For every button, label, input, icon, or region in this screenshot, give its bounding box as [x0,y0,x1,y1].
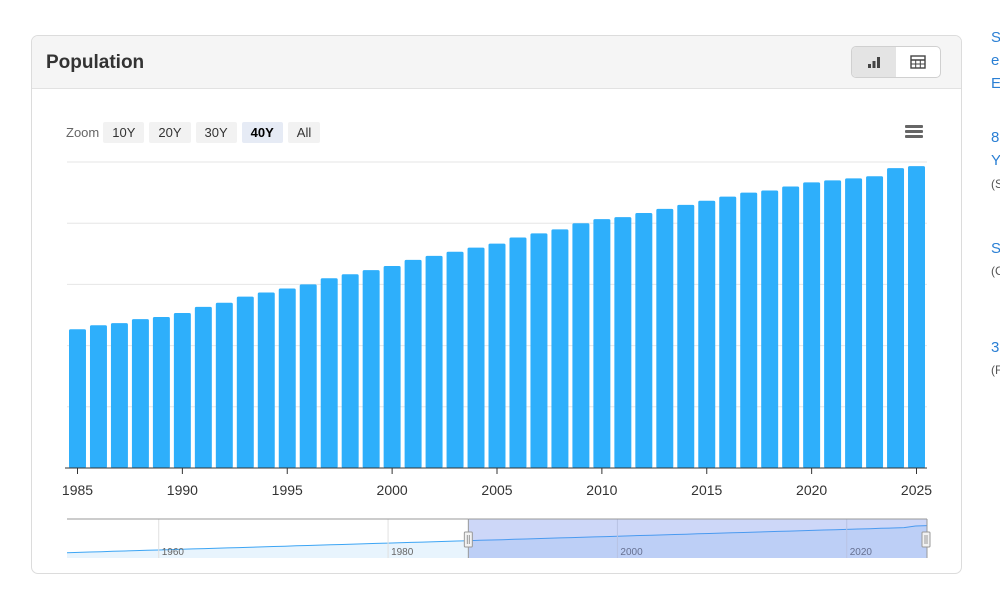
bar-1997[interactable] [320,278,338,468]
population-chart: 1985 1990 1995 2000 2005 2010 2015 2020 2025 1960… [62,161,932,558]
navigator-series-line [66,525,928,554]
bar-2015[interactable] [698,200,716,468]
x-tick-label-2025: 2025 [901,482,932,498]
bar-1986[interactable] [89,325,107,468]
bar-2006[interactable] [509,237,527,468]
x-tick-label-1985: 1985 [62,482,93,498]
navigator-tick-label-1960: 1960 [162,547,185,558]
zoom-20y-button[interactable]: 20Y [149,122,191,143]
bar-2000[interactable] [383,266,401,468]
bar-1998[interactable] [341,274,359,468]
sidebar-link-4[interactable]: 8 [991,129,1000,146]
bar-1995[interactable] [278,288,296,468]
bar-2012[interactable] [635,213,653,468]
x-tick-label-1990: 1990 [167,482,198,498]
zoom-10y-button[interactable]: 10Y [103,122,145,143]
bar-1987[interactable] [110,323,128,468]
x-tick-label-2020: 2020 [796,482,827,498]
hamburger-menu-icon[interactable] [905,125,923,139]
x-tick-label-2000: 2000 [377,482,408,498]
table-icon [910,55,926,69]
bar-2013[interactable] [656,208,674,469]
sidebar-link-2[interactable]: e [991,52,1000,69]
navigator-tick-label-2000: 2000 [620,547,643,558]
bar-2008[interactable] [551,229,569,468]
bar-chart-icon [868,57,880,68]
navigator-tick-label-1980: 1980 [391,547,414,558]
sidebar-link-3[interactable]: E [991,75,1000,92]
bar-1996[interactable] [299,284,317,468]
bar-2017[interactable] [740,192,758,468]
bar-2016[interactable] [719,196,737,468]
navigator-left-handle[interactable] [463,531,473,548]
sidebar-link-5[interactable]: Y [991,152,1000,169]
bar-1985[interactable] [69,329,86,468]
panel-header: Population [32,36,961,89]
panel-title: Population [46,52,145,73]
bar-2014[interactable] [677,204,695,468]
bar-2021[interactable] [824,180,842,469]
bar-2003[interactable] [446,251,464,468]
bar-1990[interactable] [173,312,191,468]
bar-2020[interactable] [803,182,821,468]
bar-2023[interactable] [866,176,884,468]
sidebar-link-1[interactable]: S [991,29,1000,46]
zoom-40y-button[interactable]: 40Y [241,122,283,143]
zoom-30y-button[interactable]: 30Y [195,122,237,143]
bar-1991[interactable] [194,306,212,468]
bar-2010[interactable] [593,219,611,468]
sidebar-note-1: (S [991,177,1000,191]
x-tick-label-2015: 2015 [691,482,722,498]
navigator-right-handle[interactable] [921,531,931,548]
navigator-selection[interactable] [468,519,927,558]
x-tick-label-2010: 2010 [586,482,617,498]
zoom-label: Zoom [66,125,100,140]
bar-2007[interactable] [530,233,548,468]
bar-2002[interactable] [425,255,443,468]
zoom-controls: Zoom 10Y 20Y 30Y 40Y All [66,122,325,143]
bar-2001[interactable] [404,259,422,468]
sidebar-link-7[interactable]: 3 [991,339,1000,356]
bar-1993[interactable] [236,296,254,468]
chart-view-button[interactable] [852,47,896,77]
zoom-all-button[interactable]: All [287,122,321,143]
x-tick-label-1995: 1995 [272,482,303,498]
x-tick-label-2005: 2005 [481,482,512,498]
bar-2018[interactable] [761,190,779,468]
bar-2025[interactable] [908,166,925,468]
bar-1994[interactable] [257,292,275,468]
bar-1992[interactable] [215,302,233,468]
bar-1989[interactable] [152,317,170,468]
bar-1988[interactable] [131,319,149,468]
table-view-button[interactable] [896,47,940,77]
sidebar-note-2: (C [991,264,1000,278]
bar-2024[interactable] [887,168,905,468]
view-toggle [851,46,941,78]
navigator-tick-label-2020: 2020 [850,547,873,558]
population-panel: Population Zoom 10Y [31,35,962,574]
bar-2005[interactable] [488,243,506,468]
sidebar-note-3: (F [991,363,1000,377]
bar-2004[interactable] [467,247,485,468]
bar-2009[interactable] [572,223,590,468]
bar-2019[interactable] [782,186,800,469]
sidebar-link-6[interactable]: S [991,240,1000,257]
bar-2022[interactable] [845,178,863,468]
bar-1999[interactable] [362,270,380,468]
bar-2011[interactable] [614,217,632,468]
